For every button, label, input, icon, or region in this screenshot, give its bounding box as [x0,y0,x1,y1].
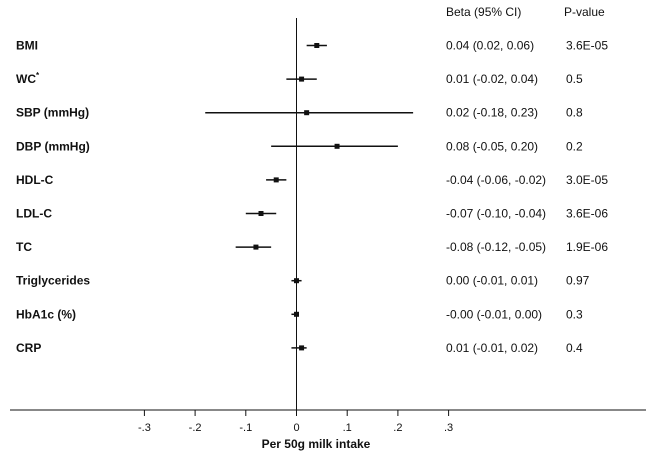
row-label-hdl-c: HDL-C [16,173,54,187]
row-label-text: LDL-C [16,207,52,221]
forest-rows: BMI 0.04 (0.02, 0.06) 3.6E-05 WC* 0.01 (-0.0… [16,39,608,355]
pvalue-text-bmi: 3.6E-05 [566,39,608,53]
x-tick-label: .3 [444,422,453,434]
ci-text-tc: -0.08 (-0.12, -0.05) [446,240,546,254]
pvalue-text-tc: 1.9E-06 [566,240,608,254]
row-label-text: BMI [16,39,38,53]
x-tick-label: -.1 [239,422,252,434]
row-label-text: Triglycerides [16,274,90,288]
ci-text-triglycerides: 0.00 (-0.01, 0.01) [446,274,538,288]
x-tick-label: .1 [343,422,352,434]
pvalue-text-hdl-c: 3.0E-05 [566,173,608,187]
x-axis-ticks: -.3 -.2 -.1 0 .1 .2 .3 [138,410,453,434]
row-label-tc: TC [16,240,32,254]
header-pvalue: P-value [564,5,605,19]
pvalue-text-crp: 0.4 [566,341,583,355]
ci-text-bmi: 0.04 (0.02, 0.06) [446,39,534,53]
row-label-text: DBP (mmHg) [16,139,90,153]
pvalue-text-dbp-mmhg: 0.2 [566,139,583,153]
pvalue-text-hba1c: 0.3 [566,307,583,321]
ci-text-wc: 0.01 (-0.02, 0.04) [446,72,538,86]
row-label-dbp-mmhg: DBP (mmHg) [16,139,90,153]
ci-text-dbp-mmhg: 0.08 (-0.05, 0.20) [446,139,538,153]
header-estimate: Beta (95% CI) [446,5,521,19]
x-tick-label: -.2 [189,422,202,434]
row-label-crp: CRP [16,341,41,355]
row-label-text: HDL-C [16,173,54,187]
row-label-text: SBP (mmHg) [16,106,89,120]
row-label-sbp-mmhg: SBP (mmHg) [16,106,89,120]
row-label-text: CRP [16,341,41,355]
point-estimate-dbp-mmhg [334,143,340,149]
row-label-hba1c: HbA1c (%) [16,307,76,321]
point-estimate-triglycerides [294,278,299,284]
row-label-superscript: * [36,71,40,80]
row-label-text: TC [16,240,32,254]
x-tick-label: 0 [293,422,299,434]
point-estimate-ldl-c [258,211,264,216]
point-estimate-tc [253,244,259,250]
x-axis-title: Per 50g milk intake [262,437,371,451]
pvalue-text-wc: 0.5 [566,72,583,86]
point-estimate-wc [299,76,305,82]
ci-text-crp: 0.01 (-0.01, 0.02) [446,341,538,355]
point-estimate-sbp-mmhg [304,110,310,116]
row-label-bmi: BMI [16,39,38,53]
pvalue-text-sbp-mmhg: 0.8 [566,106,583,120]
pvalue-text-triglycerides: 0.97 [566,274,590,288]
row-label-ldl-c: LDL-C [16,207,52,221]
row-label-triglycerides: Triglycerides [16,274,90,288]
ci-text-ldl-c: -0.07 (-0.10, -0.04) [446,207,546,221]
ci-text-hba1c: -0.00 (-0.01, 0.00) [446,307,542,321]
x-tick-label: .2 [393,422,402,434]
row-label-wc: WC* [16,71,40,86]
point-estimate-bmi [314,43,320,48]
ci-text-hdl-c: -0.04 (-0.06, -0.02) [446,173,546,187]
row-label-text: HbA1c (%) [16,307,76,321]
point-estimate-hdl-c [273,177,279,183]
point-estimate-hba1c [294,311,299,317]
point-estimate-crp [299,345,305,351]
row-label-text: WC [16,72,36,86]
pvalue-text-ldl-c: 3.6E-06 [566,207,608,221]
ci-text-sbp-mmhg: 0.02 (-0.18, 0.23) [446,106,538,120]
x-tick-label: -.3 [138,422,151,434]
